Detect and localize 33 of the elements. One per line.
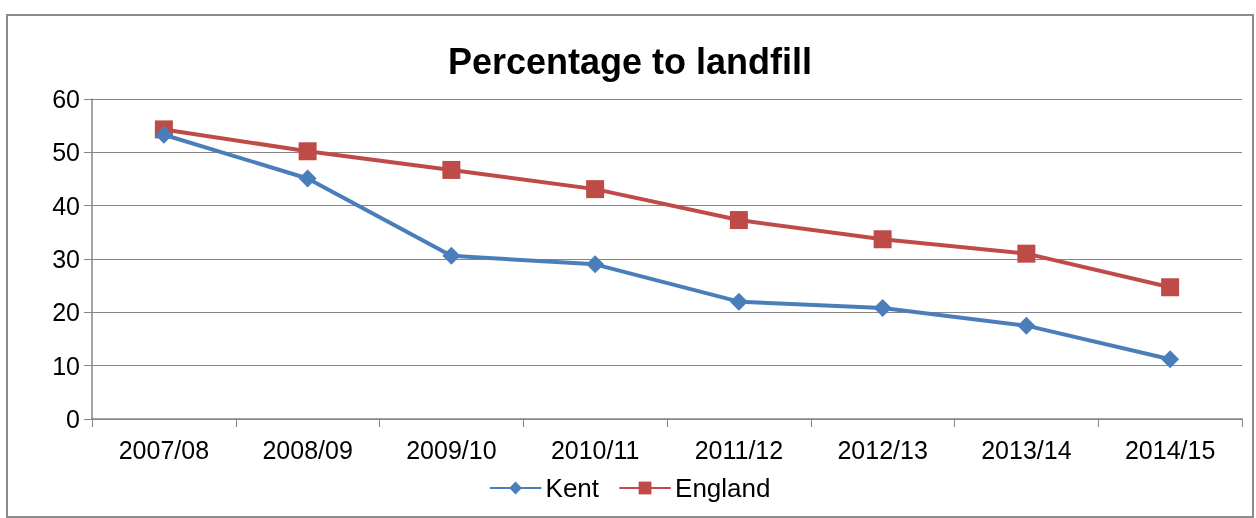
- y-tick-label: 60: [52, 85, 80, 113]
- x-tick-label: 2011/12: [694, 435, 784, 464]
- x-tick-label: 2012/13: [837, 435, 928, 464]
- point: [729, 292, 748, 311]
- x-tick-label: 2009/10: [406, 435, 497, 464]
- y-tick-label: 20: [52, 298, 80, 327]
- point: [1161, 350, 1180, 369]
- y-tick-label: 10: [52, 351, 80, 380]
- point: [586, 180, 605, 199]
- x-tick-label: 2010/11: [550, 435, 640, 464]
- point: [1017, 244, 1036, 263]
- legend-label: England: [675, 473, 771, 503]
- point: [1017, 316, 1036, 335]
- point: [873, 230, 892, 249]
- x-tick-label: 2007/08: [118, 435, 210, 464]
- point: [586, 255, 605, 274]
- legend-label: Kent: [545, 473, 600, 503]
- y-tick-label: 40: [52, 191, 80, 220]
- point: [298, 169, 317, 188]
- point: [154, 125, 173, 144]
- point: [442, 246, 461, 265]
- y-tick-label: 0: [66, 405, 80, 433]
- point: [298, 142, 317, 161]
- y-tick-label: 50: [52, 138, 80, 167]
- x-tick-label: 2013/14: [981, 435, 1072, 464]
- point: [1161, 278, 1180, 297]
- point: [442, 160, 461, 179]
- point: [729, 211, 748, 230]
- point: [873, 299, 892, 318]
- y-tick-label: 30: [52, 245, 80, 273]
- chart-title: Percentage to landfill: [447, 40, 813, 82]
- x-tick-label: 2008/09: [262, 435, 353, 464]
- x-tick-label: 2014/15: [1124, 435, 1216, 464]
